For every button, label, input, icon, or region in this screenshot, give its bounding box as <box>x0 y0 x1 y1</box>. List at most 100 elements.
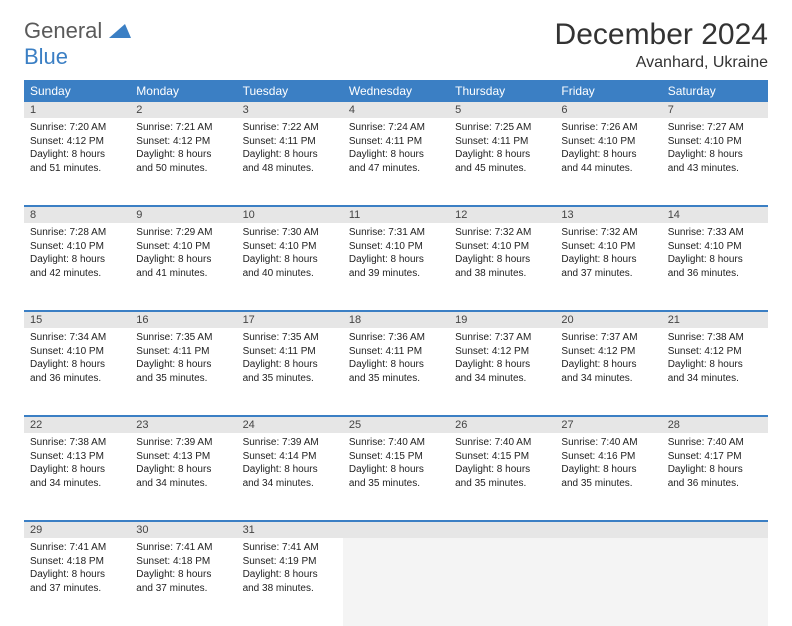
day-number-cell: 11 <box>343 206 449 223</box>
day-number-cell: 23 <box>130 416 236 433</box>
daylight-text: Daylight: 8 hours and 47 minutes. <box>349 148 443 175</box>
sunset-text: Sunset: 4:10 PM <box>561 240 655 254</box>
daylight-text: Daylight: 8 hours and 35 minutes. <box>243 358 337 385</box>
day-number-cell <box>343 521 449 538</box>
day-cell: Sunrise: 7:32 AMSunset: 4:10 PMDaylight:… <box>449 223 555 311</box>
sunset-text: Sunset: 4:11 PM <box>349 135 443 149</box>
day-number-cell: 29 <box>24 521 130 538</box>
sunset-text: Sunset: 4:16 PM <box>561 450 655 464</box>
sunset-text: Sunset: 4:14 PM <box>243 450 337 464</box>
weekday-header: Wednesday <box>343 80 449 102</box>
day-cell: Sunrise: 7:36 AMSunset: 4:11 PMDaylight:… <box>343 328 449 416</box>
sunrise-text: Sunrise: 7:41 AM <box>30 541 124 555</box>
weekday-header: Thursday <box>449 80 555 102</box>
day-cell <box>449 538 555 626</box>
day-number-cell: 22 <box>24 416 130 433</box>
sunset-text: Sunset: 4:10 PM <box>30 345 124 359</box>
day-number-cell: 15 <box>24 311 130 328</box>
day-cell: Sunrise: 7:31 AMSunset: 4:10 PMDaylight:… <box>343 223 449 311</box>
day-number-cell: 30 <box>130 521 236 538</box>
day-cell: Sunrise: 7:41 AMSunset: 4:18 PMDaylight:… <box>24 538 130 626</box>
sunset-text: Sunset: 4:12 PM <box>561 345 655 359</box>
logo: General Blue <box>24 18 131 70</box>
day-cell: Sunrise: 7:27 AMSunset: 4:10 PMDaylight:… <box>662 118 768 206</box>
page-title: December 2024 <box>555 18 768 52</box>
sunrise-text: Sunrise: 7:25 AM <box>455 121 549 135</box>
sunrise-text: Sunrise: 7:38 AM <box>668 331 762 345</box>
day-number-cell: 25 <box>343 416 449 433</box>
daylight-text: Daylight: 8 hours and 37 minutes. <box>561 253 655 280</box>
sunset-text: Sunset: 4:12 PM <box>455 345 549 359</box>
sunset-text: Sunset: 4:11 PM <box>349 345 443 359</box>
daylight-text: Daylight: 8 hours and 36 minutes. <box>668 253 762 280</box>
daynum-row: 15161718192021 <box>24 311 768 328</box>
sunset-text: Sunset: 4:19 PM <box>243 555 337 569</box>
day-number-cell: 21 <box>662 311 768 328</box>
day-cell: Sunrise: 7:40 AMSunset: 4:15 PMDaylight:… <box>343 433 449 521</box>
sunrise-text: Sunrise: 7:35 AM <box>136 331 230 345</box>
sunrise-text: Sunrise: 7:32 AM <box>561 226 655 240</box>
day-cell <box>555 538 661 626</box>
day-cell: Sunrise: 7:28 AMSunset: 4:10 PMDaylight:… <box>24 223 130 311</box>
daylight-text: Daylight: 8 hours and 45 minutes. <box>455 148 549 175</box>
day-number-cell: 18 <box>343 311 449 328</box>
day-cell: Sunrise: 7:39 AMSunset: 4:14 PMDaylight:… <box>237 433 343 521</box>
sunrise-text: Sunrise: 7:28 AM <box>30 226 124 240</box>
daylight-text: Daylight: 8 hours and 34 minutes. <box>561 358 655 385</box>
sunrise-text: Sunrise: 7:30 AM <box>243 226 337 240</box>
day-cell <box>343 538 449 626</box>
day-cell: Sunrise: 7:24 AMSunset: 4:11 PMDaylight:… <box>343 118 449 206</box>
sunset-text: Sunset: 4:10 PM <box>668 240 762 254</box>
sunset-text: Sunset: 4:10 PM <box>349 240 443 254</box>
day-number-cell: 1 <box>24 102 130 118</box>
sunrise-text: Sunrise: 7:20 AM <box>30 121 124 135</box>
sunset-text: Sunset: 4:13 PM <box>136 450 230 464</box>
week-row: Sunrise: 7:20 AMSunset: 4:12 PMDaylight:… <box>24 118 768 206</box>
daylight-text: Daylight: 8 hours and 38 minutes. <box>243 568 337 595</box>
day-number-cell: 4 <box>343 102 449 118</box>
day-number-cell: 16 <box>130 311 236 328</box>
day-cell: Sunrise: 7:21 AMSunset: 4:12 PMDaylight:… <box>130 118 236 206</box>
sunset-text: Sunset: 4:10 PM <box>455 240 549 254</box>
sunrise-text: Sunrise: 7:34 AM <box>30 331 124 345</box>
daylight-text: Daylight: 8 hours and 48 minutes. <box>243 148 337 175</box>
sunset-text: Sunset: 4:10 PM <box>136 240 230 254</box>
weekday-header: Sunday <box>24 80 130 102</box>
sunrise-text: Sunrise: 7:41 AM <box>136 541 230 555</box>
day-cell: Sunrise: 7:40 AMSunset: 4:15 PMDaylight:… <box>449 433 555 521</box>
daylight-text: Daylight: 8 hours and 43 minutes. <box>668 148 762 175</box>
sunrise-text: Sunrise: 7:22 AM <box>243 121 337 135</box>
day-number-cell: 3 <box>237 102 343 118</box>
location-text: Avanhard, Ukraine <box>555 54 768 72</box>
sunrise-text: Sunrise: 7:40 AM <box>668 436 762 450</box>
day-cell: Sunrise: 7:35 AMSunset: 4:11 PMDaylight:… <box>130 328 236 416</box>
daylight-text: Daylight: 8 hours and 36 minutes. <box>668 463 762 490</box>
daylight-text: Daylight: 8 hours and 40 minutes. <box>243 253 337 280</box>
daylight-text: Daylight: 8 hours and 42 minutes. <box>30 253 124 280</box>
day-cell: Sunrise: 7:38 AMSunset: 4:13 PMDaylight:… <box>24 433 130 521</box>
daylight-text: Daylight: 8 hours and 41 minutes. <box>136 253 230 280</box>
daynum-row: 293031 <box>24 521 768 538</box>
daylight-text: Daylight: 8 hours and 35 minutes. <box>349 358 443 385</box>
sunset-text: Sunset: 4:11 PM <box>243 345 337 359</box>
week-row: Sunrise: 7:28 AMSunset: 4:10 PMDaylight:… <box>24 223 768 311</box>
day-cell: Sunrise: 7:30 AMSunset: 4:10 PMDaylight:… <box>237 223 343 311</box>
sunrise-text: Sunrise: 7:40 AM <box>561 436 655 450</box>
day-cell: Sunrise: 7:32 AMSunset: 4:10 PMDaylight:… <box>555 223 661 311</box>
day-cell: Sunrise: 7:25 AMSunset: 4:11 PMDaylight:… <box>449 118 555 206</box>
logo-triangle-icon <box>109 22 131 43</box>
daylight-text: Daylight: 8 hours and 34 minutes. <box>668 358 762 385</box>
daynum-row: 22232425262728 <box>24 416 768 433</box>
day-number-cell <box>555 521 661 538</box>
daylight-text: Daylight: 8 hours and 35 minutes. <box>349 463 443 490</box>
day-number-cell: 12 <box>449 206 555 223</box>
day-cell <box>662 538 768 626</box>
day-cell: Sunrise: 7:20 AMSunset: 4:12 PMDaylight:… <box>24 118 130 206</box>
week-row: Sunrise: 7:34 AMSunset: 4:10 PM Daylight:… <box>24 328 768 416</box>
sunset-text: Sunset: 4:10 PM <box>30 240 124 254</box>
daylight-text: Daylight: 8 hours and 37 minutes. <box>30 568 124 595</box>
daylight-text: Daylight: 8 hours and 38 minutes. <box>455 253 549 280</box>
sunset-text: Sunset: 4:10 PM <box>668 135 762 149</box>
sunrise-text: Sunrise: 7:27 AM <box>668 121 762 135</box>
weekday-header: Monday <box>130 80 236 102</box>
